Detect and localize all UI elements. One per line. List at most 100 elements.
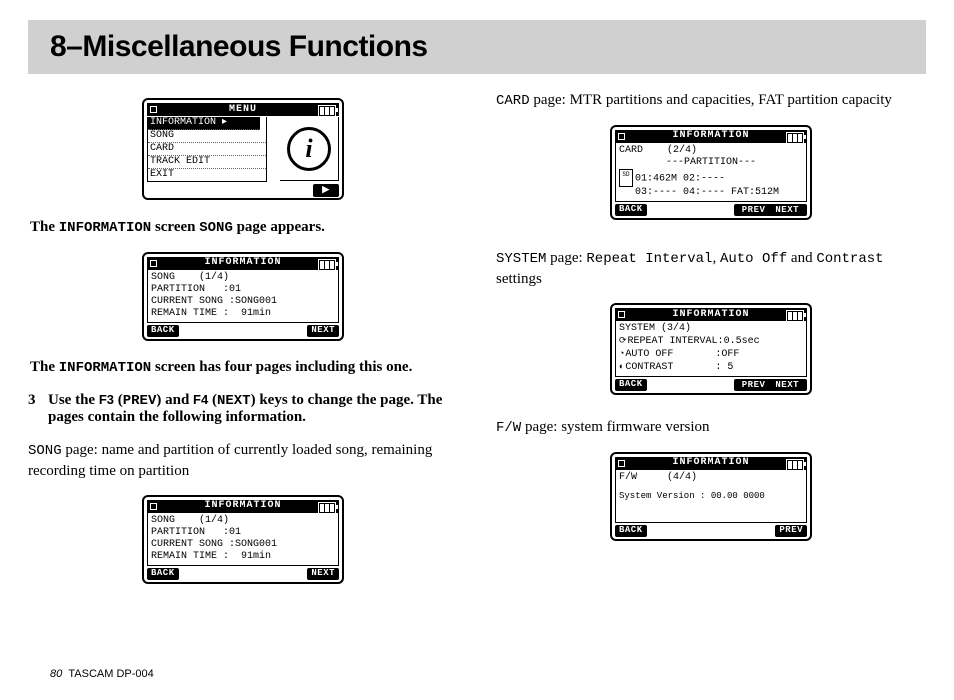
battery-icon xyxy=(318,105,336,117)
song-page-description: SONG page: name and partition of current… xyxy=(28,440,458,481)
lcd-row: 03:---- 04:---- FAT:512M xyxy=(619,187,803,199)
menu-item: TRACK EDIT xyxy=(148,156,266,169)
battery-icon xyxy=(318,502,336,514)
left-column: MENU INFORMATION ▸ SONG CARD TRACK EDIT … xyxy=(28,84,458,600)
lcd-row: SONG (1/4) xyxy=(151,272,335,284)
lcd-title: INFORMATION xyxy=(672,310,749,320)
lcd-softkeys: BACK PREV NEXT xyxy=(615,204,807,216)
lcd-body: INFORMATION ▸ SONG CARD TRACK EDIT EXIT … xyxy=(147,116,339,182)
lcd-row: AUTO OFF :OFF xyxy=(619,348,803,361)
lcd-softkeys: BACK PREV NEXT xyxy=(615,379,807,391)
menu-lcd-figure: MENU INFORMATION ▸ SONG CARD TRACK EDIT … xyxy=(28,98,458,201)
lcd-title-bar: INFORMATION xyxy=(615,308,807,321)
indicator-icon xyxy=(618,460,625,467)
info-icon: i xyxy=(287,127,331,171)
step-number: 3 xyxy=(28,392,38,426)
lcd-softkeys: BACK PREV xyxy=(615,525,807,537)
lcd-row: PARTITION :01 xyxy=(151,527,335,539)
lcd-softkeys: ▶ xyxy=(147,184,339,196)
card-lcd-figure: INFORMATION CARD (2/4) ---PARTITION--- S… xyxy=(496,125,926,220)
lcd-row: REPEAT INTERVAL:0.5sec xyxy=(619,335,803,348)
step-3: 3 Use the F3 (PREV) and F4 (NEXT) keys t… xyxy=(28,392,458,426)
lcd-title: INFORMATION xyxy=(672,458,749,468)
menu-item: CARD xyxy=(148,143,266,156)
lcd-row: F/W (4/4) xyxy=(619,472,803,484)
battery-icon xyxy=(786,132,804,144)
lcd-title: INFORMATION xyxy=(204,258,281,268)
page-footer: 80 TASCAM DP-004 xyxy=(50,668,154,680)
lcd-title-bar: MENU xyxy=(147,103,339,116)
lcd-title: INFORMATION xyxy=(672,131,749,141)
lcd-body: SONG (1/4) PARTITION :01 CURRENT SONG :S… xyxy=(147,513,339,566)
indicator-icon xyxy=(150,106,157,113)
lcd-row: CARD (2/4) xyxy=(619,145,803,157)
lcd-row: SONG (1/4) xyxy=(151,515,335,527)
menu-item: EXIT xyxy=(148,169,266,181)
card-page-description: CARD page: MTR partitions and capacities… xyxy=(496,90,926,111)
song-lcd: INFORMATION SONG (1/4) PARTITION :01 CUR… xyxy=(142,495,344,584)
play-indicator: ▶ xyxy=(313,184,339,197)
lcd-body: F/W (4/4) System Version : 00.00 0000 xyxy=(615,470,807,523)
lcd-row: CONTRAST : 5 xyxy=(619,361,803,374)
paragraph: The INFORMATION screen has four pages in… xyxy=(30,357,458,378)
softkey-prev: PREV xyxy=(775,525,807,537)
softkey-back: BACK xyxy=(615,379,647,391)
right-column: CARD page: MTR partitions and capacities… xyxy=(496,84,926,600)
lcd-row: REMAIN TIME : 91min xyxy=(151,551,335,563)
card-lcd: INFORMATION CARD (2/4) ---PARTITION--- S… xyxy=(610,125,812,220)
softkey-back: BACK xyxy=(615,204,647,216)
softkey-next: NEXT xyxy=(307,325,339,337)
indicator-icon xyxy=(150,260,157,267)
lcd-body: CARD (2/4) ---PARTITION--- SD01:462M 02:… xyxy=(615,143,807,202)
lcd-row: REMAIN TIME : 91min xyxy=(151,308,335,320)
lcd-body: SONG (1/4) PARTITION :01 CURRENT SONG :S… xyxy=(147,270,339,323)
softkey-prev: PREV xyxy=(738,205,770,215)
softkey-next: NEXT xyxy=(771,205,803,215)
lcd-title-bar: INFORMATION xyxy=(147,500,339,513)
lcd-softkeys: BACK NEXT xyxy=(147,568,339,580)
lcd-title: INFORMATION xyxy=(204,501,281,511)
menu-info-panel: i xyxy=(280,117,339,181)
system-lcd: INFORMATION SYSTEM (3/4) REPEAT INTERVAL… xyxy=(610,303,812,395)
chapter-title: 8–Miscellaneous Functions xyxy=(50,30,428,64)
indicator-icon xyxy=(618,311,625,318)
lcd-title-bar: INFORMATION xyxy=(147,257,339,270)
lcd-title: MENU xyxy=(229,105,257,115)
battery-icon xyxy=(786,310,804,322)
lcd-body: SYSTEM (3/4) REPEAT INTERVAL:0.5sec AUTO… xyxy=(615,321,807,377)
page-content: MENU INFORMATION ▸ SONG CARD TRACK EDIT … xyxy=(0,74,954,600)
step-body: Use the F3 (PREV) and F4 (NEXT) keys to … xyxy=(48,392,458,426)
song-lcd-figure-2: INFORMATION SONG (1/4) PARTITION :01 CUR… xyxy=(28,495,458,584)
softkey-next: NEXT xyxy=(307,568,339,580)
softkey-back: BACK xyxy=(147,325,179,337)
page-number: 80 xyxy=(50,668,62,680)
lcd-softkeys: BACK NEXT xyxy=(147,325,339,337)
menu-item-selected: INFORMATION ▸ xyxy=(148,117,260,130)
menu-lcd: MENU INFORMATION ▸ SONG CARD TRACK EDIT … xyxy=(142,98,344,200)
softkey-back: BACK xyxy=(147,568,179,580)
battery-icon xyxy=(786,459,804,471)
song-lcd: INFORMATION SONG (1/4) PARTITION :01 CUR… xyxy=(142,252,344,341)
indicator-icon xyxy=(150,503,157,510)
battery-icon xyxy=(318,259,336,271)
menu-list: INFORMATION ▸ SONG CARD TRACK EDIT EXIT xyxy=(147,117,267,182)
brand-model: TASCAM DP-004 xyxy=(68,668,153,680)
softkey-back: BACK xyxy=(615,525,647,537)
sd-card-icon: SD xyxy=(619,169,633,187)
lcd-row: SD01:462M 02:---- xyxy=(619,169,803,187)
softkey-prev: PREV xyxy=(738,380,770,390)
lcd-row: SYSTEM (3/4) xyxy=(619,323,803,335)
softkey-next: NEXT xyxy=(771,380,803,390)
paragraph: The INFORMATION screen SONG page appears… xyxy=(30,217,458,238)
lcd-title-bar: INFORMATION xyxy=(615,457,807,470)
menu-item: SONG xyxy=(148,130,266,143)
lcd-row: CURRENT SONG :SONG001 xyxy=(151,296,335,308)
indicator-icon xyxy=(618,133,625,140)
lcd-row: CURRENT SONG :SONG001 xyxy=(151,539,335,551)
fw-lcd-figure: INFORMATION F/W (4/4) System Version : 0… xyxy=(496,452,926,541)
fw-page-description: F/W page: system firmware version xyxy=(496,417,926,438)
system-page-description: SYSTEM page: Repeat Interval, Auto Off a… xyxy=(496,248,926,289)
song-lcd-figure-1: INFORMATION SONG (1/4) PARTITION :01 CUR… xyxy=(28,252,458,341)
fw-lcd: INFORMATION F/W (4/4) System Version : 0… xyxy=(610,452,812,541)
system-lcd-figure: INFORMATION SYSTEM (3/4) REPEAT INTERVAL… xyxy=(496,303,926,395)
